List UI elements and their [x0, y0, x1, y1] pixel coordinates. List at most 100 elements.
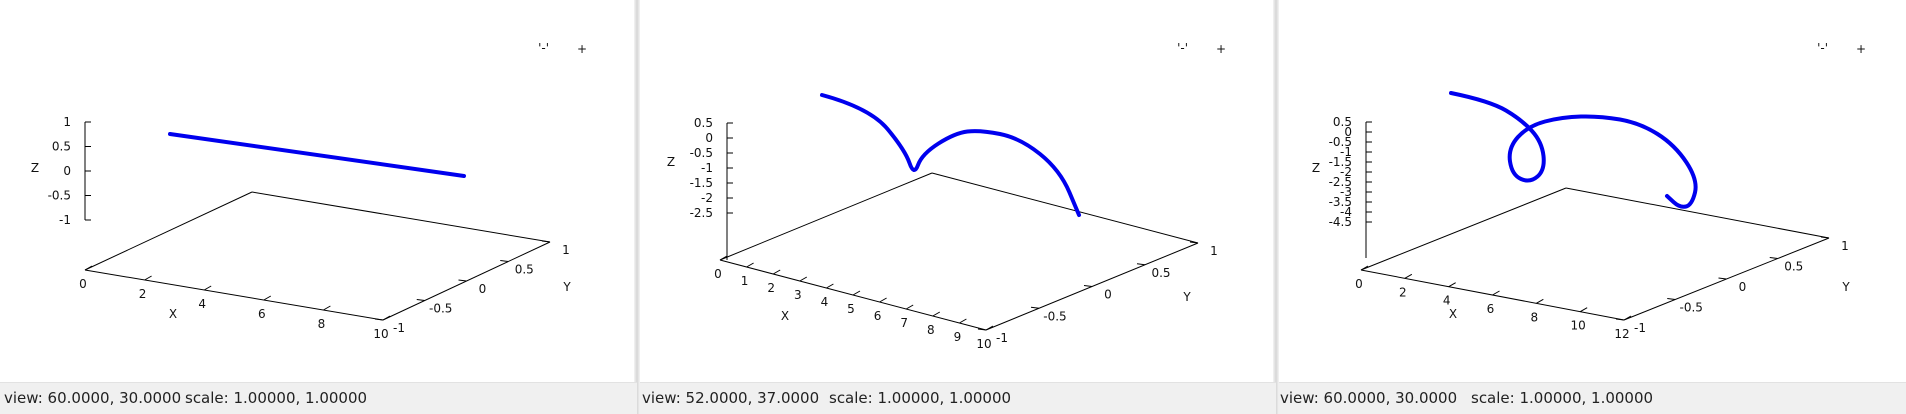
z-tick-label: 0	[1344, 125, 1352, 139]
status-bar-2: view: 52.0000, 37.0000 scale: 1.00000, 1…	[640, 382, 1276, 414]
x-tick-label: 12	[1614, 327, 1629, 341]
scale-readout: scale: 1.00000, 1.00000	[829, 389, 1012, 407]
y-tick-label: 1	[562, 243, 570, 257]
x-tick	[932, 311, 941, 317]
y-tick	[1820, 236, 1830, 239]
y-tick	[374, 318, 384, 321]
z-tick-label: -0.5	[48, 189, 71, 203]
series-curve	[1449, 91, 1698, 209]
plot-panel-1[interactable]: 0 2 4 6 8 10 -1 -0.5 0 0.5 1 1 0.5 0 -0.5 -1 X Y Z '-' +	[31, 41, 587, 341]
z-tick-label: 0.5	[694, 116, 713, 130]
x-tick-label: 8	[318, 317, 326, 331]
x-tick-label: 4	[821, 295, 829, 309]
y-tick-label: 0.5	[1784, 260, 1803, 274]
x-axis-line	[84, 269, 384, 321]
z-tick-label: 0	[63, 164, 71, 178]
z-tick-label: -1	[59, 213, 71, 227]
y-tick-label: 1	[1210, 244, 1218, 258]
x-tick-label: 9	[954, 330, 962, 344]
axes	[1360, 121, 1830, 321]
z-tick-label: -2.5	[690, 206, 713, 220]
x-tick-label: 0	[714, 267, 722, 281]
y-tick	[500, 260, 509, 262]
legend-label: '-'	[1177, 41, 1188, 55]
x-axis-label: X	[781, 309, 789, 323]
x-tick-label: 5	[847, 302, 855, 316]
x-tick-label: 0	[79, 277, 87, 291]
x-tick	[905, 304, 914, 310]
z-tick-label: -0.5	[1329, 135, 1352, 149]
x-tick-label: 10	[1571, 319, 1586, 333]
x-tick-label: 6	[258, 307, 266, 321]
x-tick-label: 0	[1355, 277, 1363, 291]
z-axis-label: Z	[667, 155, 675, 169]
status-bar-3: view: 60.0000, 30.0000 scale: 1.00000, 1…	[1279, 382, 1906, 414]
x-tick-label: 10	[373, 327, 388, 341]
z-tick-label: -3.5	[1329, 195, 1352, 209]
base-back-edge	[719, 172, 933, 261]
x-axis-label: X	[169, 307, 177, 321]
y-tick-label: -1	[393, 321, 405, 335]
scale-readout: scale: 1.00000, 1.00000	[185, 389, 368, 407]
scale-readout: scale: 1.00000, 1.00000	[1471, 389, 1654, 407]
z-tick-label: -4.5	[1329, 215, 1352, 229]
x-tick	[144, 275, 152, 281]
x-axis-label: X	[1449, 307, 1457, 321]
x-tick	[1404, 273, 1413, 279]
x-tick	[1623, 315, 1632, 321]
x-tick-label: 7	[900, 316, 908, 330]
y-tick-label: -0.5	[429, 302, 452, 316]
x-tick	[772, 269, 781, 275]
z-tick-label: -2	[1340, 165, 1352, 179]
y-tick-label: -0.5	[1680, 301, 1703, 315]
y-tick-label: -0.5	[1043, 309, 1066, 323]
y-axis-label: Y	[1182, 290, 1191, 304]
y-tick-label: 1	[1841, 239, 1849, 253]
x-tick-label: 4	[198, 297, 206, 311]
legend-label: '-'	[1817, 41, 1828, 55]
z-tick-label: -2	[701, 191, 713, 205]
y-tick	[1769, 257, 1778, 259]
z-tick-label: 0.5	[1333, 115, 1352, 129]
plot-panel-2[interactable]: 0 1 2 3 4 5 6 7 8 9 10 -1-0.500.510.50-0.5-1-1.5-2-…	[667, 41, 1226, 351]
x-tick	[323, 305, 331, 311]
y-tick	[1189, 241, 1199, 244]
x-tick-label: 2	[139, 287, 147, 301]
z-tick-label: -1	[701, 161, 713, 175]
z-tick-label: -1	[1340, 145, 1352, 159]
z-tick-label: -1.5	[690, 176, 713, 190]
x-tick	[746, 262, 754, 268]
x-tick	[263, 295, 272, 301]
z-tick-label: 1	[63, 115, 71, 129]
y-axis-label: Y	[1841, 280, 1850, 294]
view-readout: view: 52.0000, 37.0000	[642, 389, 820, 407]
y-tick	[416, 299, 425, 301]
view-readout: view: 60.0000, 30.0000	[1280, 389, 1458, 407]
y-tick	[1136, 263, 1146, 266]
x-tick	[1536, 298, 1544, 304]
z-tick-label: 0	[705, 131, 713, 145]
y-tick-label: 0.5	[515, 263, 534, 277]
base-back-edge	[84, 191, 253, 271]
y-tick-label: -1	[996, 331, 1008, 345]
axes	[84, 121, 551, 321]
x-tick	[1492, 290, 1500, 296]
z-tick-label: -2.5	[1329, 175, 1352, 189]
z-axis-label: Z	[31, 161, 39, 175]
y-axis-label: Y	[562, 280, 571, 294]
y-tick	[1615, 318, 1625, 321]
x-tick-label: 2	[1399, 285, 1407, 299]
base-back-edge	[1360, 187, 1567, 271]
x-tick-label: 3	[794, 288, 802, 302]
y-tick-label: 0	[1739, 280, 1747, 294]
panel-divider-2	[1273, 0, 1279, 414]
y-tick	[458, 279, 467, 282]
view-readout: view: 60.0000, 30.0000	[4, 389, 182, 407]
legend-label: '-'	[538, 41, 549, 55]
y-tick	[1083, 285, 1093, 287]
x-tick	[84, 265, 93, 271]
z-tick-label: -4	[1340, 205, 1352, 219]
x-tick-label: 8	[1531, 310, 1539, 324]
